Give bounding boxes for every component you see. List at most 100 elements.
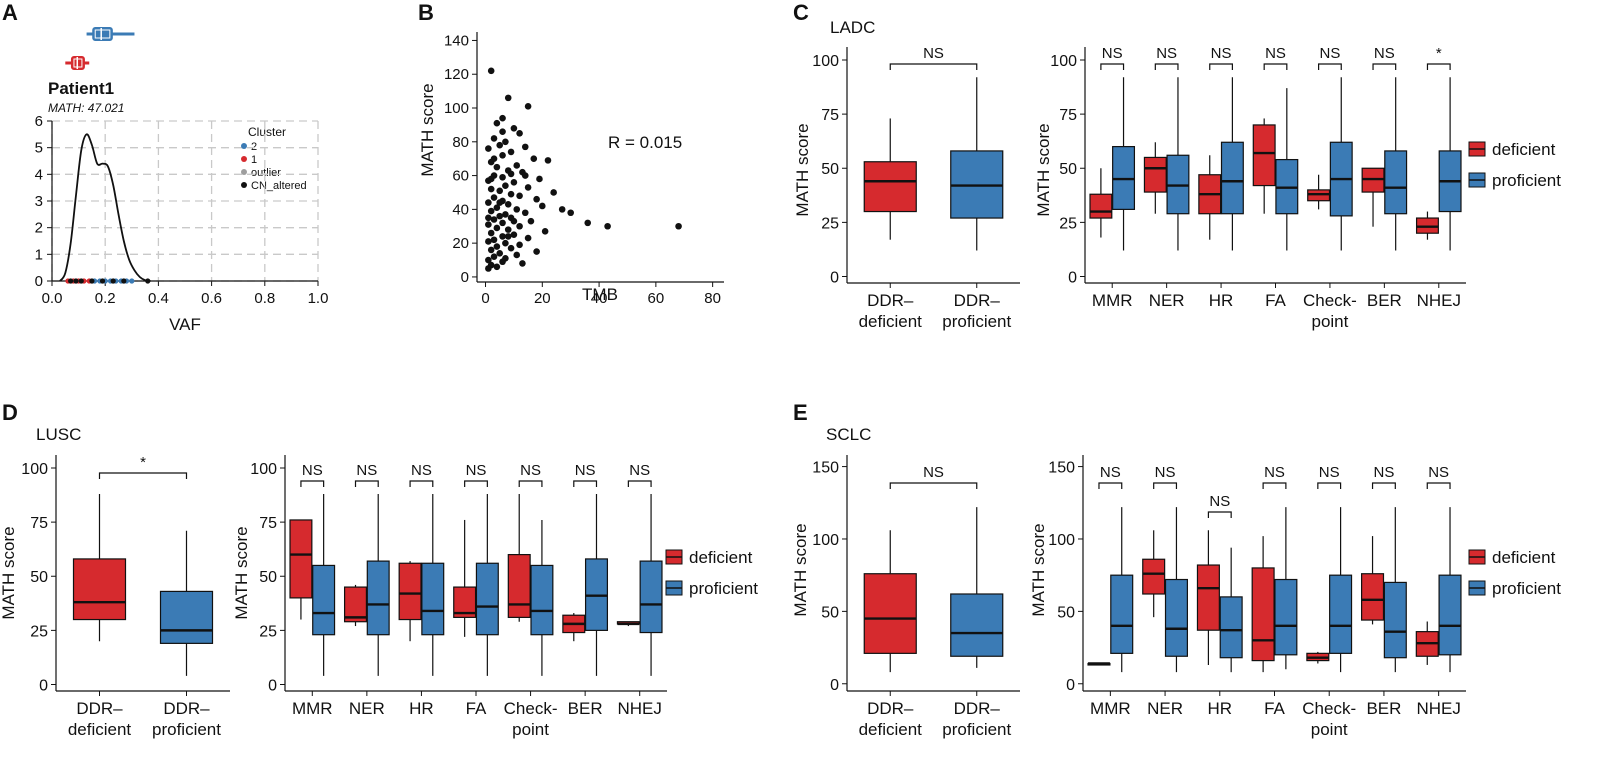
e2-y-tick-label: 0: [1066, 677, 1075, 694]
cohort-lusc: LUSC: [36, 425, 81, 444]
b-scatter-point: [533, 195, 540, 203]
b-x-tick-label: 80: [704, 290, 721, 307]
d2-sig-bracket: [354, 480, 379, 487]
a-y-tick-label: 4: [35, 166, 43, 183]
b-x-tick-label: 20: [534, 290, 551, 307]
c1-x-tick-label: DDR–: [867, 291, 914, 310]
panel-label-b: B: [418, 0, 434, 25]
d1-x-tick-label: proficient: [152, 720, 221, 739]
a-point-cn-altered: [89, 278, 95, 284]
a-x-tick-label: 0.8: [254, 290, 275, 307]
a-point-cn-altered: [68, 278, 74, 284]
d2-legend-proficient-label: proficient: [689, 579, 758, 598]
c2-sig-label: NS: [1265, 45, 1286, 62]
c2-y-tick-label: 50: [1059, 161, 1077, 178]
c2-x-tick-label: HR: [1209, 291, 1234, 310]
d1-y-tick-label: 75: [30, 515, 48, 532]
e2-ber-deficient-box: [1361, 573, 1385, 621]
a-point-cn-altered: [121, 278, 127, 284]
b-scatter-point: [493, 263, 501, 271]
b-scatter-point: [499, 114, 506, 122]
b-scatter-point: [516, 192, 523, 200]
e1-x-tick-label: deficient: [859, 720, 923, 739]
b-scatter-point: [524, 184, 532, 191]
b-scatter-point: [493, 224, 501, 232]
a-legend-dot-1: [241, 156, 247, 162]
b-scatter-point: [516, 130, 523, 137]
c2-y-tick-label: 75: [1059, 107, 1077, 124]
a-x-tick-label: 0.0: [42, 290, 63, 307]
c2-sig-bracket: [1318, 63, 1342, 70]
e1-y-tick-label: 150: [812, 460, 839, 477]
b-scatter-point: [510, 217, 518, 225]
b-scatter-point: [485, 145, 492, 152]
b-scatter-point: [485, 265, 492, 272]
c2-x-tick-label: NER: [1149, 291, 1185, 310]
b-scatter-point: [510, 179, 518, 186]
d2-y-tick-label: 75: [259, 515, 277, 532]
d2-x-tick-label: NER: [349, 699, 385, 718]
c2-sig-bracket: [1372, 63, 1397, 70]
d1-deficient-box: [72, 558, 127, 621]
b-y-tick-label: 20: [452, 235, 469, 252]
b-scatter-point: [487, 229, 495, 237]
panel-label-c: C: [793, 0, 809, 25]
c2-legend-proficient-label: proficient: [1492, 171, 1561, 190]
b-scatter-point: [507, 148, 515, 156]
c2-x-tick-label: FA: [1265, 291, 1286, 310]
b-scatter-point: [604, 222, 611, 230]
c2-sig-bracket: [1100, 63, 1125, 70]
c2-sig-label: *: [1436, 45, 1442, 62]
b-scatter-point: [499, 233, 506, 240]
b-scatter-point: [533, 248, 540, 255]
d2-sig-bracket: [518, 480, 543, 487]
b-scatter-point: [513, 206, 521, 213]
a-y-tick-label: 1: [35, 246, 43, 263]
d1-y-axis-label: MATH score: [0, 526, 18, 619]
b-scatter-point: [584, 219, 592, 227]
a-point-cn-altered: [145, 278, 151, 284]
d2-ner-deficient-box: [343, 586, 368, 623]
c2-fa-deficient-box: [1252, 124, 1276, 187]
d2-y-tick-label: 100: [250, 461, 277, 478]
d2-hr-proficient-box: [421, 562, 445, 636]
panel-label-d: D: [2, 400, 18, 425]
b-scatter-point: [487, 67, 495, 75]
d2-x-tick-label: FA: [466, 699, 487, 718]
b-scatter-point: [530, 155, 538, 162]
b-scatter-point: [490, 236, 498, 244]
c1-y-tick-label: 75: [821, 107, 839, 124]
d2-fa-deficient-box: [453, 586, 477, 618]
b-scatter-point: [513, 162, 521, 169]
d2-checkpoint-deficient-box: [507, 553, 531, 618]
d2-x-tick-label: Check-: [504, 699, 558, 718]
b-scatter-point: [510, 124, 518, 132]
e1-x-tick-label: DDR–: [867, 699, 914, 718]
d1-y-tick-label: 50: [30, 569, 48, 586]
e2-sig-label: NS: [1155, 464, 1176, 481]
d2-sig-label: NS: [575, 462, 596, 479]
c2-hr-proficient-box: [1220, 141, 1244, 215]
c1-y-tick-label: 25: [821, 215, 839, 232]
d2-sig-label: NS: [302, 462, 323, 479]
e1-sig-bracket: [889, 482, 978, 489]
e2-x-tick-label: MMR: [1090, 699, 1131, 718]
d2-sig-label: NS: [356, 462, 377, 479]
e2-x-tick-label: BER: [1366, 699, 1401, 718]
b-scatter-point: [513, 251, 521, 259]
b-scatter-point: [485, 221, 492, 228]
d2-x-tick-label: NHEJ: [618, 699, 662, 718]
b-scatter-point: [516, 222, 523, 230]
b-scatter-point: [521, 172, 529, 179]
c2-sig-bracket: [1209, 63, 1233, 70]
e1-x-tick-label: proficient: [942, 720, 1011, 739]
c2-x-tick-label: Check-: [1303, 291, 1357, 310]
b-scatter-point: [490, 135, 498, 142]
d2-fa-proficient-box: [475, 562, 499, 636]
c2-sig-bracket: [1154, 63, 1179, 70]
b-scatter-point: [499, 258, 506, 266]
e2-sig-label: NS: [1319, 464, 1340, 481]
e2-sig-label: NS: [1264, 464, 1285, 481]
b-y-tick-label: 0: [461, 269, 469, 286]
b-scatter-point: [485, 214, 492, 222]
